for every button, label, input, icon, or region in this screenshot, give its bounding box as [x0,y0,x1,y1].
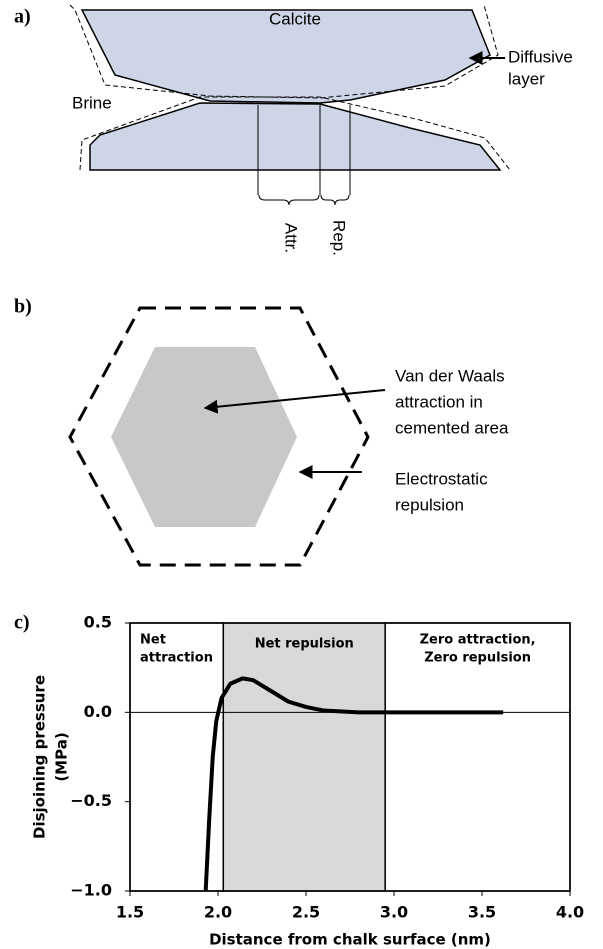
y-axis-label: (MPa) [53,732,71,781]
y-tick-label: 0.5 [84,613,112,632]
panel-b: b) Van der Waals attraction in cemented … [14,296,509,565]
label: Brine [72,93,112,112]
y-axis-label: Disjoining pressure [31,675,49,839]
panel-label: a) [14,6,31,28]
x-tick-label: 4.0 [556,903,584,922]
page: a) Calcite Diffusive layer Brine Attr. R… [0,0,603,949]
region-label: Zero attraction, [420,633,536,648]
brace [259,195,319,205]
figure: a) Calcite Diffusive layer Brine Attr. R… [0,0,603,949]
label: Electrostatic [395,469,488,488]
panel-c: c) Net attraction Net repulsion Zero attrac… [14,612,584,949]
x-axis-label: Distance from chalk surface (nm) [209,931,491,949]
region-label: Net repulsion [255,637,354,652]
label: cemented area [395,418,509,437]
brace [321,195,349,205]
region [223,623,385,891]
region-label: attraction [140,651,213,666]
region-label: Zero repulsion [424,651,531,666]
panel-label: b) [14,296,32,318]
x-tick-label: 1.5 [116,903,144,922]
label: Diffusive [508,47,573,66]
panel-a: a) Calcite Diffusive layer Brine Attr. R… [14,5,573,256]
label: Van der Waals [395,366,505,385]
y-tick-label: −1.0 [70,881,112,900]
x-tick-label: 2.5 [292,903,320,922]
panel-label: c) [14,612,30,634]
y-tick-label: −0.5 [70,791,112,810]
label: repulsion [395,495,464,514]
label: layer [508,69,545,88]
label: Attr. [282,223,301,253]
y-tick-label: 0.0 [84,702,112,721]
label: Calcite [269,9,321,28]
cemented-hexagon [111,347,297,527]
label: Rep. [330,220,349,256]
x-tick-label: 3.5 [468,903,496,922]
label: attraction in [395,392,483,411]
x-tick-label: 2.0 [204,903,232,922]
calcite-bottom [90,103,500,170]
region-label: Net [140,633,166,648]
x-tick-label: 3.0 [380,903,408,922]
